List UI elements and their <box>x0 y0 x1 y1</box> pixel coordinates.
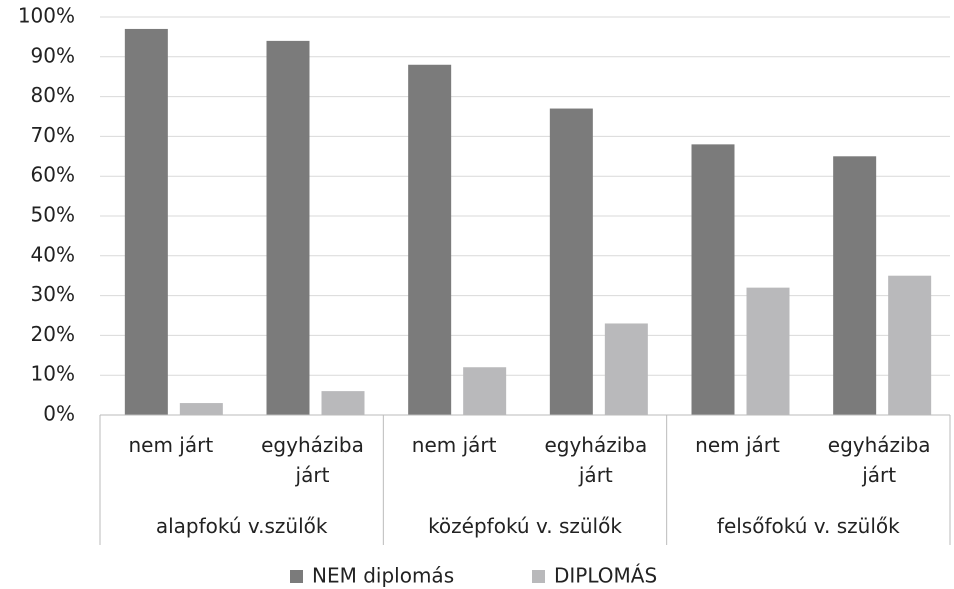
x-tick-label: egyháziba járt <box>544 433 648 487</box>
bar <box>463 367 507 415</box>
bar <box>124 28 168 415</box>
bar <box>746 287 790 415</box>
bar <box>549 108 593 415</box>
y-tick-label: 70% <box>31 123 75 147</box>
legend-swatch <box>532 570 545 583</box>
bar <box>321 391 365 415</box>
legend-label: DIPLOMÁS <box>554 564 657 588</box>
y-tick-label: 90% <box>31 43 75 67</box>
y-tick-label: 20% <box>31 322 75 346</box>
y-tick-label: 40% <box>31 242 75 266</box>
bar <box>833 156 877 416</box>
bar <box>691 144 735 416</box>
x-tick-label: egyháziba járt <box>827 433 931 487</box>
group-label: középfokú v. szülők <box>428 514 622 538</box>
y-tick-label: 0% <box>43 402 75 426</box>
group-label: felsőfokú v. szülők <box>716 514 900 538</box>
bar <box>266 40 310 415</box>
y-tick-label: 10% <box>31 362 75 386</box>
y-tick-label: 50% <box>31 203 75 227</box>
y-tick-label: 100% <box>18 4 75 28</box>
bar <box>179 403 223 415</box>
y-tick-label: 60% <box>31 163 75 187</box>
x-tick-label: nem járt <box>695 433 780 457</box>
x-tick-label: nem járt <box>128 433 214 457</box>
bar <box>604 323 648 415</box>
legend-swatch <box>290 570 303 583</box>
y-tick-label: 80% <box>31 83 75 107</box>
bar <box>888 275 932 415</box>
bar <box>408 64 452 415</box>
x-tick-label: nem járt <box>411 433 497 457</box>
legend-label: NEM diplomás <box>312 564 454 588</box>
group-label: alapfokú v.szülők <box>155 514 328 538</box>
x-tick-label: egyháziba járt <box>261 433 364 487</box>
y-tick-label: 30% <box>31 282 75 306</box>
